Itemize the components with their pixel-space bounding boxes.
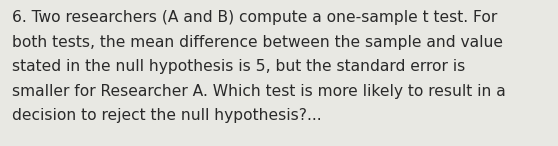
Text: 6. Two researchers (A and B) compute a one-sample t test. For: 6. Two researchers (A and B) compute a o… [12, 10, 498, 25]
Text: stated in the null hypothesis is 5, but the standard error is: stated in the null hypothesis is 5, but … [12, 59, 465, 74]
Text: smaller for Researcher A. Which test is more likely to result in a: smaller for Researcher A. Which test is … [12, 84, 506, 99]
Text: both tests, the mean difference between the sample and value: both tests, the mean difference between … [12, 35, 503, 50]
Text: decision to reject the null hypothesis?...: decision to reject the null hypothesis?.… [12, 108, 322, 123]
